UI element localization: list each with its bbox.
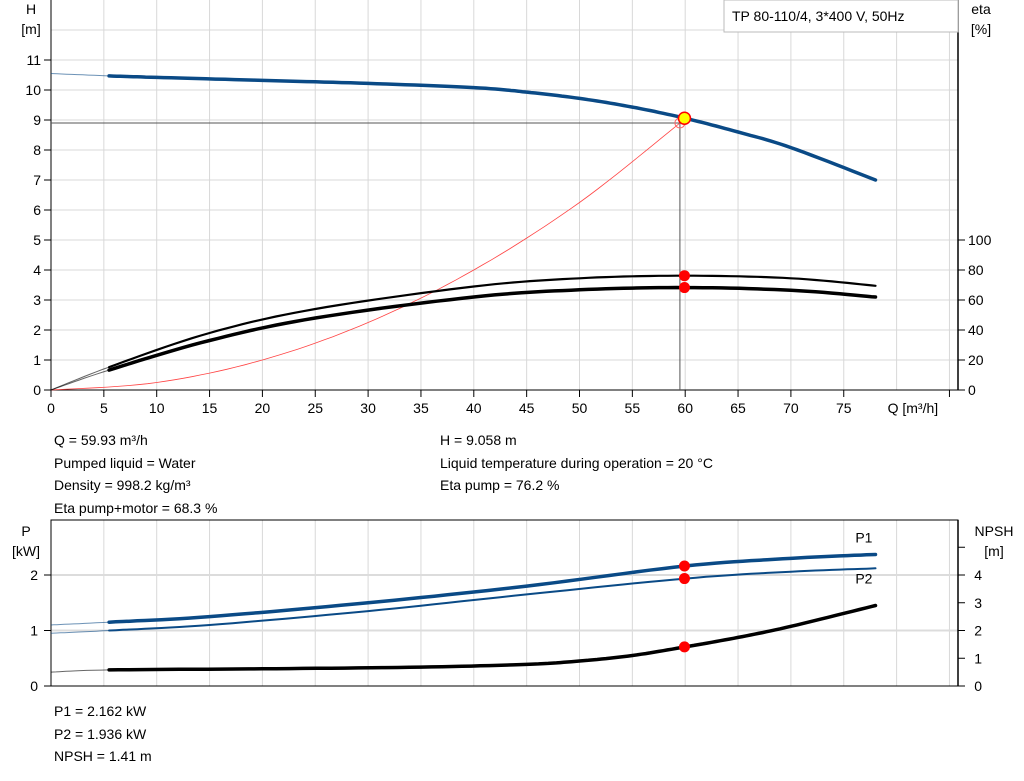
info-temperature: Liquid temperature during operation = 20… bbox=[440, 454, 713, 471]
x-tick-label: 20 bbox=[255, 400, 271, 416]
p1-curve bbox=[107, 552, 878, 624]
npsh-axis-label: NPSH bbox=[975, 523, 1014, 539]
chart-title: TP 80-110/4, 3*400 V, 50Hz bbox=[732, 8, 905, 24]
npsh-axis-unit: [m] bbox=[984, 543, 1003, 559]
y2-tick-label: 100 bbox=[968, 232, 992, 248]
eta-pump-motor-curve-extrapolated bbox=[50, 369, 110, 391]
eta-pump-motor-marker bbox=[678, 282, 690, 294]
y-tick-label: 7 bbox=[33, 172, 41, 188]
info-bottom: P1 = 2.162 kW P2 = 1.936 kW NPSH = 1.41 … bbox=[54, 700, 152, 768]
y2-tick-label: 0 bbox=[968, 382, 976, 398]
y2-tick-label: 0 bbox=[974, 678, 982, 694]
info-top-left: Q = 59.93 m³/h Pumped liquid = Water Den… bbox=[54, 429, 217, 519]
y-axis-unit: [m] bbox=[21, 21, 40, 37]
y-tick-label: 1 bbox=[33, 352, 41, 368]
info-h: H = 9.058 m bbox=[440, 432, 517, 448]
x-tick-label: 30 bbox=[360, 400, 376, 416]
y-tick-label: 3 bbox=[33, 292, 41, 308]
info-npsh: NPSH = 1.41 m bbox=[54, 748, 152, 764]
title-box bbox=[723, 0, 959, 33]
h-curve-extrapolated bbox=[50, 73, 110, 77]
info-top-right: H = 9.058 m Liquid temperature during op… bbox=[440, 429, 713, 497]
x-axis-label: Q [m³/h] bbox=[888, 400, 939, 416]
info-eta-pump: Eta pump = 76.2 % bbox=[440, 477, 560, 493]
y2-axis-unit: [%] bbox=[971, 21, 991, 37]
system-curve bbox=[50, 122, 681, 391]
p1-marker bbox=[678, 560, 690, 572]
y2-tick-label: 1 bbox=[974, 650, 982, 666]
p1-curve-extrapolated bbox=[50, 621, 110, 626]
x-tick-label: 35 bbox=[413, 400, 429, 416]
npsh-curve bbox=[107, 603, 878, 672]
x-tick-label: 15 bbox=[202, 400, 218, 416]
p-axis-unit: [kW] bbox=[12, 543, 40, 559]
info-q: Q = 59.93 m³/h bbox=[54, 432, 148, 448]
x-tick-label: 65 bbox=[730, 400, 746, 416]
y-tick-label: 0 bbox=[33, 382, 41, 398]
npsh-curve-extrapolated bbox=[50, 669, 110, 673]
y-axis-label: H bbox=[26, 1, 36, 17]
x-tick-label: 0 bbox=[47, 400, 55, 416]
eta-pump-marker bbox=[678, 270, 690, 282]
duty-point-marker bbox=[677, 111, 692, 126]
y2-tick-label: 40 bbox=[968, 322, 984, 338]
eta-pump-motor-curve bbox=[107, 285, 878, 372]
y-tick-label: 5 bbox=[33, 232, 41, 248]
x-tick-label: 55 bbox=[625, 400, 641, 416]
info-p2: P2 = 1.936 kW bbox=[54, 725, 147, 742]
x-tick-label: 10 bbox=[149, 400, 165, 416]
x-tick-label: 70 bbox=[783, 400, 799, 416]
y2-tick-label: 2 bbox=[974, 623, 982, 639]
y-tick-label: 4 bbox=[33, 262, 41, 278]
eta-pump-curve bbox=[108, 274, 877, 369]
info-density: Density = 998.2 kg/m³ bbox=[54, 477, 191, 493]
info-liquid: Pumped liquid = Water bbox=[54, 454, 196, 471]
y2-axis-label: eta bbox=[971, 1, 991, 17]
y-tick-label: 11 bbox=[26, 52, 41, 68]
p2-curve bbox=[108, 567, 877, 632]
npsh-marker bbox=[678, 641, 690, 653]
y-tick-label: 2 bbox=[33, 322, 41, 338]
x-tick-label: 45 bbox=[519, 400, 535, 416]
y2-tick-label: 20 bbox=[968, 352, 984, 368]
x-tick-label: 75 bbox=[836, 400, 852, 416]
p1-label: P1 bbox=[855, 529, 872, 545]
x-tick-label: 60 bbox=[677, 400, 693, 416]
y2-tick-label: 3 bbox=[974, 595, 982, 611]
x-tick-label: 25 bbox=[307, 400, 323, 416]
y-tick-label: 1 bbox=[30, 623, 38, 639]
y2-tick-label: 80 bbox=[968, 262, 984, 278]
y-tick-label: 9 bbox=[33, 112, 41, 128]
plot-frame bbox=[50, 519, 959, 687]
p2-marker bbox=[678, 573, 690, 585]
p2-curve-extrapolated bbox=[50, 630, 110, 634]
info-p1: P1 = 2.162 kW bbox=[54, 703, 147, 719]
x-tick-label: 40 bbox=[466, 400, 482, 416]
x-tick-label: 5 bbox=[100, 400, 108, 416]
y-tick-label: 6 bbox=[33, 202, 41, 218]
y-tick-label: 10 bbox=[25, 82, 41, 98]
info-eta-pump-motor: Eta pump+motor = 68.3 % bbox=[54, 499, 218, 516]
y-tick-label: 0 bbox=[30, 678, 38, 694]
y-tick-label: 2 bbox=[30, 567, 38, 583]
h-curve bbox=[107, 74, 878, 182]
p2-label: P2 bbox=[855, 570, 872, 586]
y2-tick-label: 4 bbox=[974, 567, 982, 583]
y2-tick-label: 60 bbox=[968, 292, 984, 308]
x-tick-label: 50 bbox=[572, 400, 588, 416]
p-axis-label: P bbox=[21, 523, 30, 539]
y-tick-label: 8 bbox=[33, 142, 41, 158]
